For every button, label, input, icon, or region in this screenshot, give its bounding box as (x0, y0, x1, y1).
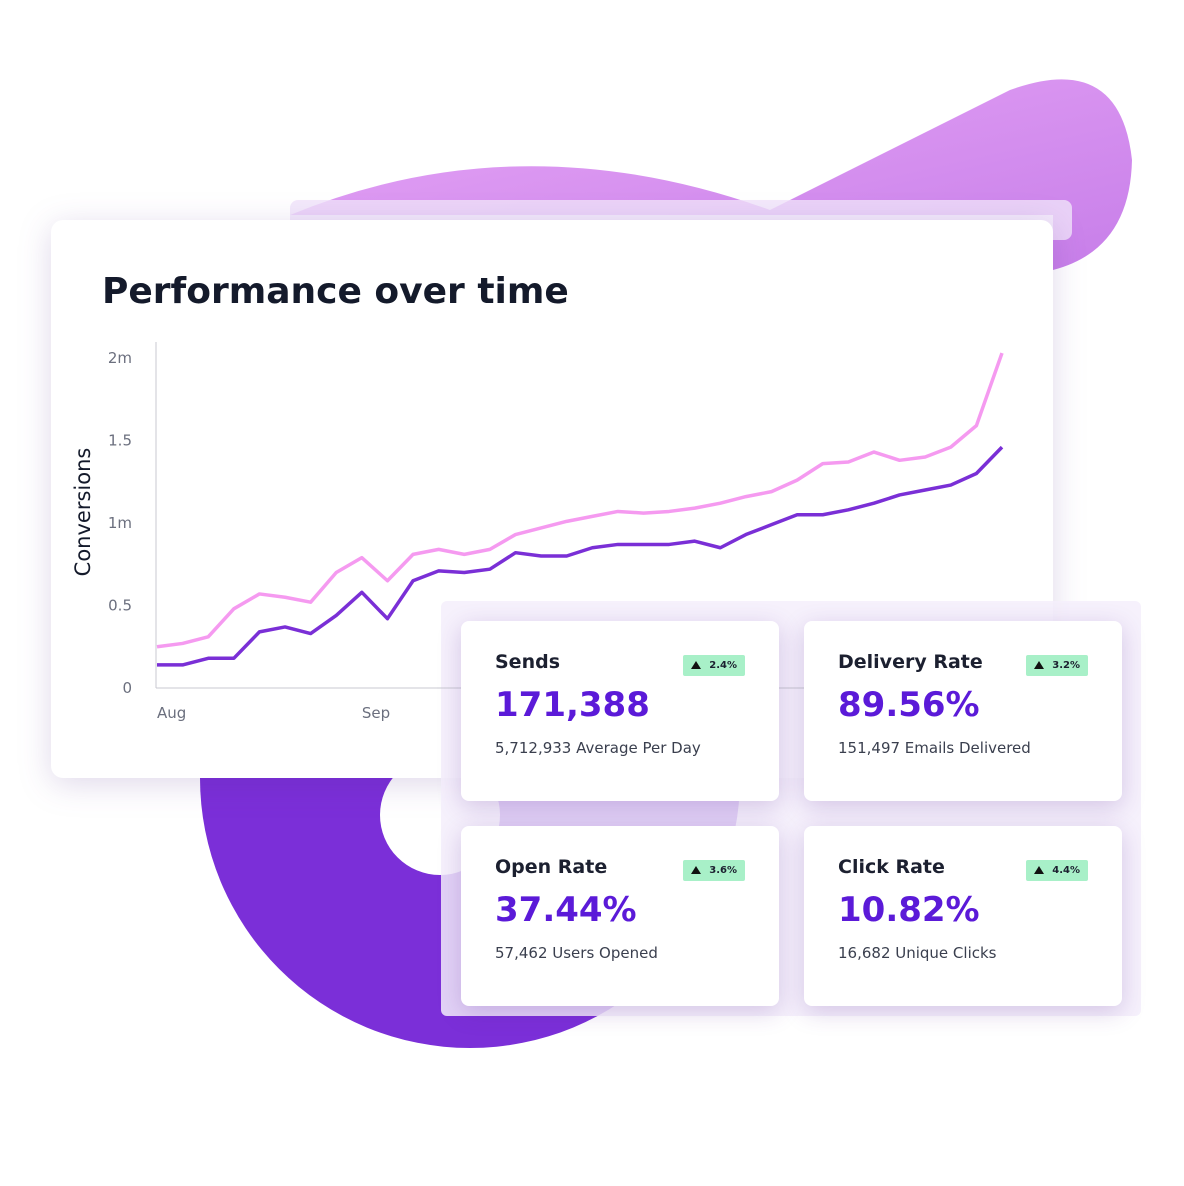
series-line (156, 352, 1004, 649)
up-arrow (1034, 661, 1045, 669)
series-line (157, 445, 1004, 667)
card-value: 89.56% (838, 685, 980, 725)
metric-card: Click Rate 4.4% 10.82% 16,682 Unique Cli… (804, 826, 1122, 1006)
y-tick-label: 1.5 (108, 432, 132, 450)
card-subtitle: 57,462 Users Opened (495, 944, 658, 962)
badge-text: 4.4% (1052, 865, 1080, 876)
card-title: Delivery Rate (838, 651, 983, 673)
y-tick-label: 1m (108, 514, 132, 532)
x-tick-label: Aug (157, 704, 186, 722)
card-title: Click Rate (838, 856, 945, 878)
card-title: Open Rate (495, 856, 608, 878)
card-value: 37.44% (495, 890, 637, 930)
up-arrow (1034, 866, 1045, 874)
x-tick-label: Sep (362, 704, 390, 722)
y-tick-label: 0.5 (108, 597, 132, 615)
card-subtitle: 151,497 Emails Delivered (838, 739, 1031, 757)
trend-badge: 3.6% (683, 860, 745, 881)
up-arrow (691, 866, 702, 874)
y-axis-label: Conversions (71, 448, 95, 577)
trend-badge: 3.2% (1026, 655, 1088, 676)
card-subtitle: 16,682 Unique Clicks (838, 944, 997, 962)
card-title: Sends (495, 651, 561, 673)
card-value: 171,388 (495, 685, 650, 725)
metric-card: Open Rate 3.6% 37.44% 57,462 Users Opene… (461, 826, 779, 1006)
y-tick-label: 0 (122, 679, 132, 697)
metric-card: Delivery Rate 3.2% 89.56% 151,497 Emails… (804, 621, 1122, 801)
pink-blob (290, 79, 1132, 270)
y-tick-label: 2m (108, 349, 132, 367)
metric-card: Sends 2.4% 171,388 5,712,933 Average Per… (461, 621, 779, 801)
trend-badge: 4.4% (1026, 860, 1088, 881)
badge-text: 3.6% (709, 865, 737, 876)
badge-text: 2.4% (709, 660, 737, 671)
badge-text: 3.2% (1052, 660, 1080, 671)
chart-title: Performance over time (102, 271, 569, 312)
card-value: 10.82% (838, 890, 980, 930)
card-subtitle: 5,712,933 Average Per Day (495, 739, 701, 757)
trend-badge: 2.4% (683, 655, 745, 676)
up-arrow (691, 661, 702, 669)
